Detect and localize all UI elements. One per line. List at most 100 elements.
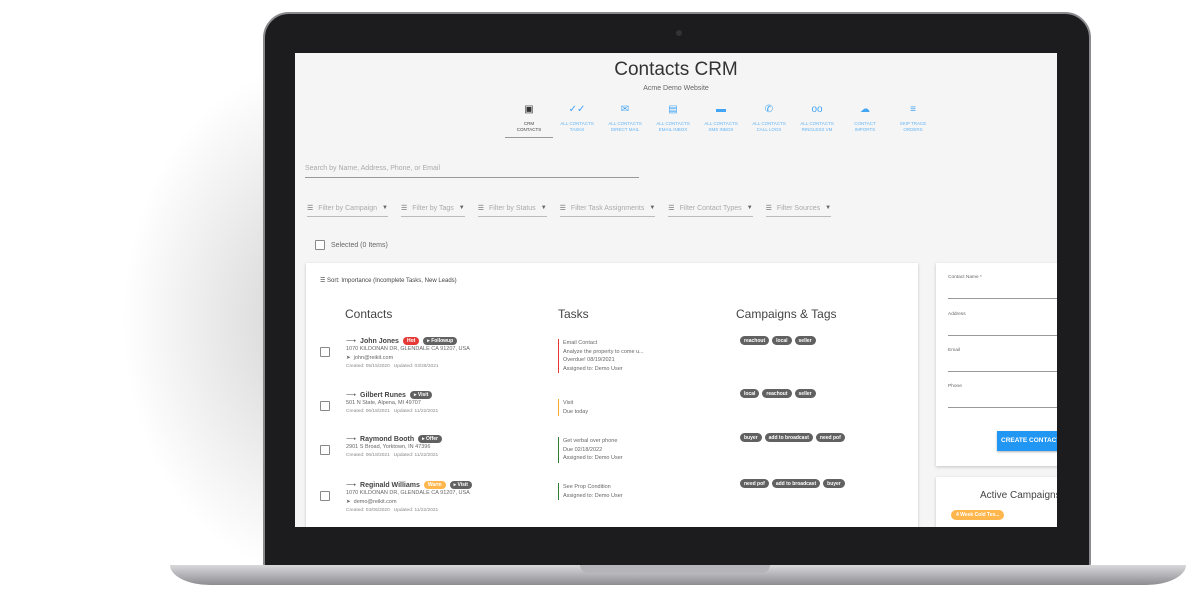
sort-control[interactable]: ☰ Sort: Importance (Incomplete Tasks, Ne… xyxy=(320,278,457,284)
chevron-down-icon: ▼ xyxy=(382,205,388,211)
contact-name-text: John Jones xyxy=(360,337,399,345)
phone-field[interactable]: Phone xyxy=(948,384,1057,408)
tag-list: reachout local seller xyxy=(740,336,816,345)
contact-name-field[interactable]: Contact Name * xyxy=(948,275,1057,299)
tag-chip[interactable]: buyer xyxy=(740,433,762,442)
filter-label: Filter by Campaign xyxy=(318,204,378,212)
nav-tab-label: SMS INBOX xyxy=(708,127,734,132)
tag-chip[interactable]: add to broadcast xyxy=(771,479,821,488)
task-summary[interactable]: Get verbal over phone Due 02/18/2022 Assig… xyxy=(558,437,623,463)
updated-date: Updated: 11/22/2021 xyxy=(393,409,439,414)
created-date: Created: 06/18/2021 xyxy=(346,453,390,458)
nav-tab-label: RINGLESS VM xyxy=(801,127,833,132)
filter-dropdown[interactable]: ☰ Filter Sources ▼ xyxy=(765,204,832,217)
tag-chip[interactable]: reachout xyxy=(762,389,792,398)
filter-dropdown[interactable]: ☰ Filter by Tags ▼ xyxy=(400,204,465,217)
webcam xyxy=(676,30,682,36)
tag-chip[interactable]: local xyxy=(740,389,760,398)
nav-tab[interactable]: ✉ ALL CONTACTS DIRECT MAIL xyxy=(601,105,649,138)
voicemail-icon: oo xyxy=(811,104,823,115)
contact-dates: Created: 06/18/2021 Updated: 11/22/2021 xyxy=(346,409,438,414)
campaign-chip[interactable]: 4 Week Cold Tex... xyxy=(951,510,1005,520)
arrow-right-icon: ⟶ xyxy=(346,482,357,489)
filter-icon: ☰ xyxy=(400,205,408,212)
row-checkbox[interactable] xyxy=(320,445,330,455)
nav-tab[interactable]: ▬ ALL CONTACTS SMS INBOX xyxy=(697,105,745,138)
nav-tab-label: ALL CONTACTS xyxy=(800,121,834,126)
contact-name[interactable]: ⟶ Reginald Williams Warm ▸ Visit xyxy=(346,481,472,489)
contact-name[interactable]: ⟶ John Jones Hot ▸ Followup xyxy=(346,337,458,345)
tag-chip[interactable]: seller xyxy=(794,336,816,345)
tag-chip[interactable]: need pof xyxy=(815,433,845,442)
address-field[interactable]: Address xyxy=(948,312,1057,336)
filter-icon: ☰ xyxy=(559,205,566,212)
tag-chip[interactable]: local xyxy=(772,336,792,345)
task-line: Due today xyxy=(563,408,589,415)
chevron-down-icon: ▼ xyxy=(540,205,547,211)
double-check-icon: ✓✓ xyxy=(568,104,586,115)
contact-email: ➤ john@reikit.com xyxy=(346,355,393,361)
filter-icon: ☰ xyxy=(668,205,675,212)
nav-tab[interactable]: ▣ CRM CONTACTS xyxy=(505,104,553,138)
nav-tab[interactable]: ✓✓ ALL CONTACTS TASKS xyxy=(553,104,601,138)
tag-chip[interactable]: need pof xyxy=(740,479,769,488)
page-title: Contacts CRM xyxy=(614,59,738,80)
nav-tab[interactable]: ▤ ALL CONTACTS EMAIL INBOX xyxy=(649,104,697,138)
chevron-down-icon: ▼ xyxy=(825,205,832,211)
tag-chip[interactable]: seller xyxy=(794,389,816,398)
updated-date: Updated: 11/22/2021 xyxy=(393,508,439,513)
contact-name[interactable]: ⟶ Raymond Booth ▸ Offer xyxy=(346,435,442,443)
nav-tab-label: DIRECT MAIL xyxy=(610,127,640,132)
nav-tab-label: IMPORTS xyxy=(854,127,876,132)
arrow-right-icon: ⟶ xyxy=(346,392,357,399)
nav-tab[interactable]: oo ALL CONTACTS RINGLESS VM xyxy=(793,104,841,138)
nav-tab-label: ALL CONTACTS xyxy=(608,121,642,126)
task-line: Overdue! 08/19/2021 xyxy=(563,357,615,364)
email-field[interactable]: Email xyxy=(948,348,1057,372)
tag-chip[interactable]: add to broadcast xyxy=(764,433,813,442)
task-summary[interactable]: Email Contact Analyze the property to com… xyxy=(558,339,644,374)
nav-tab-label: ALL CONTACTS xyxy=(560,121,594,126)
filter-bar: ☰ Filter by Campaign ▼ ☰ Filter by Tags ▼ ☰ Fil… xyxy=(307,204,832,217)
contact-dates: Created: 06/18/2021 Updated: 11/22/2021 xyxy=(346,453,438,458)
email-text: john@reikit.com xyxy=(353,355,394,361)
nav-tab-label: EMAIL INBOX xyxy=(658,127,688,132)
filter-dropdown[interactable]: ☰ Filter by Status ▼ xyxy=(477,204,547,217)
select-all-checkbox[interactable] xyxy=(315,240,325,250)
tag-list: need pof add to broadcast buyer xyxy=(740,479,845,488)
row-checkbox[interactable] xyxy=(320,347,330,357)
filter-dropdown[interactable]: ☰ Filter by Campaign ▼ xyxy=(307,204,388,217)
task-summary[interactable]: Visit Due today xyxy=(558,399,589,417)
filter-dropdown[interactable]: ☰ Filter Contact Types ▼ xyxy=(668,204,753,217)
task-line: Assigned to: Demo User xyxy=(563,455,623,462)
arrow-right-icon: ⟶ xyxy=(346,436,357,443)
tag-chip[interactable]: buyer xyxy=(823,479,845,488)
filter-dropdown[interactable]: ☰ Filter Task Assignments ▼ xyxy=(559,204,656,217)
inbox-icon: ▤ xyxy=(668,104,678,115)
task-line: Get verbal over phone xyxy=(563,438,618,444)
contact-name-text: Raymond Booth xyxy=(360,435,415,443)
nav-tab[interactable]: ≡ SKIP TRACE ORDERS xyxy=(889,105,937,138)
email-text: demo@reikit.com xyxy=(353,499,397,505)
nav-tab[interactable]: ✆ ALL CONTACTS CALL LOGS xyxy=(745,105,793,138)
clipboard-icon: ▣ xyxy=(524,104,534,115)
row-checkbox[interactable] xyxy=(320,401,330,411)
contact-name-text: Gilbert Runes xyxy=(360,391,406,399)
screen: Contacts CRM Acme Demo Website ▣ CRM CONTA… xyxy=(295,53,1057,527)
status-badge: ▸ Visit xyxy=(449,481,472,489)
select-all[interactable]: Selected (0 Items) xyxy=(315,240,388,250)
send-icon: ➤ xyxy=(346,355,351,361)
nav-tab[interactable]: ☁ CONTACT IMPORTS xyxy=(841,105,889,138)
task-line: Due 02/18/2022 xyxy=(563,446,603,453)
tag-list: local reachout seller xyxy=(740,389,816,398)
contact-name[interactable]: ⟶ Gilbert Runes ▸ Visit xyxy=(346,391,433,399)
task-summary[interactable]: See Prop Condition Assigned to: Demo User xyxy=(558,483,623,501)
search-input[interactable]: Search by Name, Address, Phone, or Email xyxy=(305,165,639,178)
tag-chip[interactable]: reachout xyxy=(740,336,770,345)
contact-dates: Created: 03/06/2020 Updated: 11/22/2021 xyxy=(346,508,438,513)
arrow-right-icon: ⟶ xyxy=(346,338,357,345)
filter-label: Filter by Status xyxy=(489,204,536,212)
status-badge: Warm xyxy=(423,481,446,489)
row-checkbox[interactable] xyxy=(320,491,330,501)
create-contact-button[interactable]: CREATE CONTACT xyxy=(997,431,1057,451)
